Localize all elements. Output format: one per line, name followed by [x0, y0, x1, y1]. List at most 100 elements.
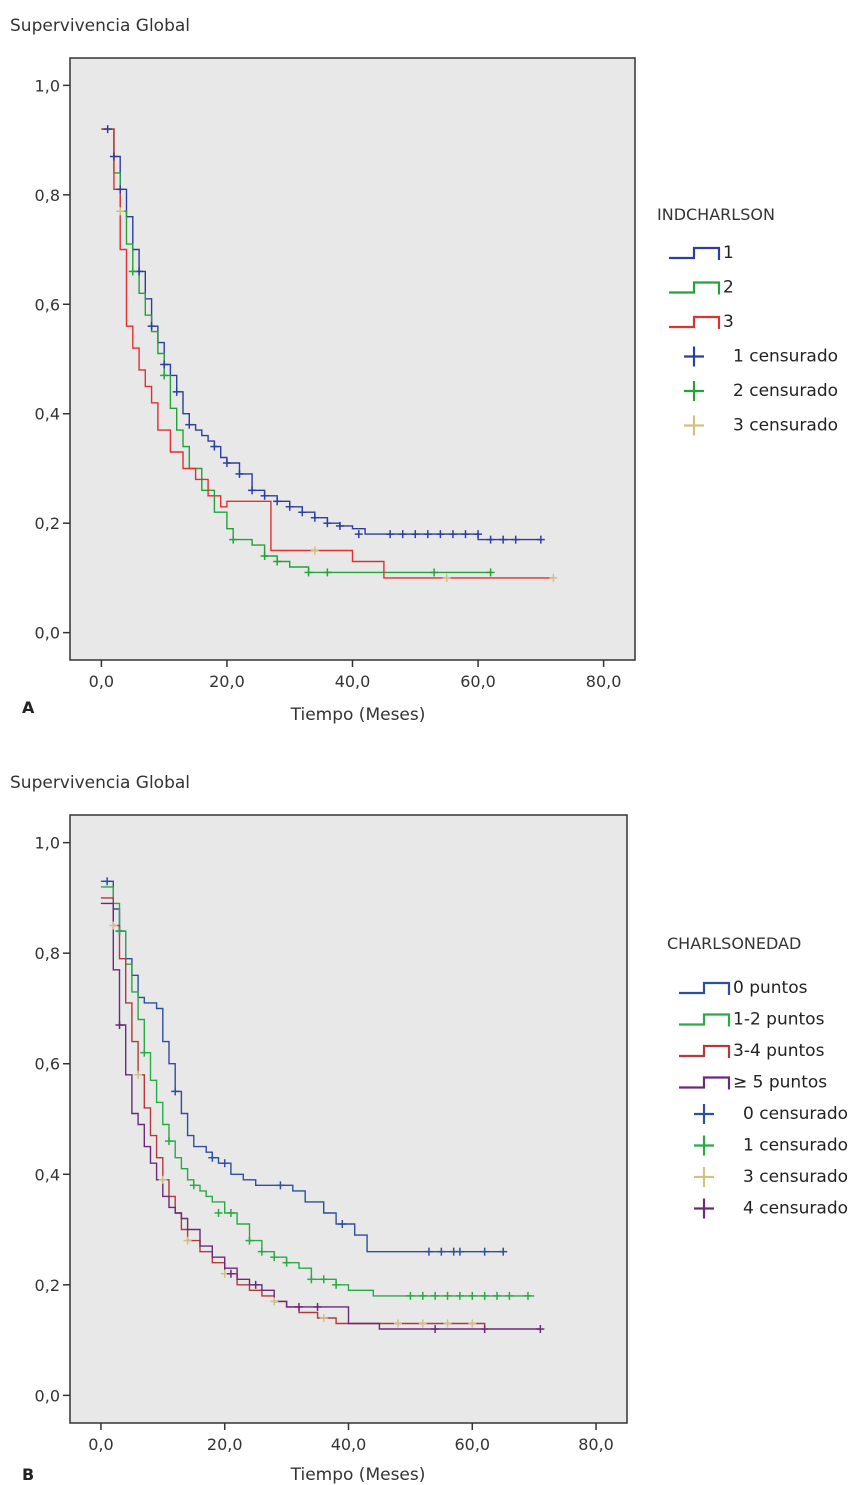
legend-item: 2 censurado — [684, 381, 838, 401]
censor-mark — [423, 530, 432, 539]
x-tick-label: 80,0 — [586, 672, 622, 691]
panel-a-plot-area — [69, 57, 636, 661]
y-tick-label: 0,8 — [35, 186, 60, 205]
censor-mark — [115, 1021, 124, 1030]
censor-mark — [424, 1247, 433, 1256]
censor-mark — [270, 1253, 279, 1262]
panel-b-letter: B — [22, 1465, 34, 1484]
censor-mark — [222, 458, 231, 467]
censor-mark — [307, 1275, 316, 1284]
censor-mark — [480, 1291, 489, 1300]
censor-mark — [285, 502, 294, 511]
survival-curve-2 — [101, 128, 491, 574]
censor-mark — [386, 530, 395, 539]
censor-mark — [185, 420, 194, 429]
panel-b-plot-area — [69, 814, 628, 1424]
panel-b-xlabel: Tiempo (Meses) — [290, 1465, 426, 1485]
censor-mark — [134, 1070, 143, 1079]
censor-mark — [210, 442, 219, 451]
censor-mark — [282, 1258, 291, 1267]
censor-mark — [431, 1325, 440, 1334]
censor-mark — [160, 360, 169, 369]
censor-mark — [257, 1247, 266, 1256]
legend-item: 3-4 puntos — [679, 1041, 825, 1061]
legend-item: ≥ 5 puntos — [679, 1073, 827, 1093]
legend-label: 1-2 puntos — [733, 1010, 825, 1030]
survival-curve-4 — [100, 902, 541, 1330]
x-tick-label: 0,0 — [88, 1435, 113, 1454]
legend-item: 1 — [669, 243, 734, 263]
censor-mark — [436, 530, 445, 539]
y-tick-label: 0,4 — [35, 405, 60, 424]
censor-mark — [455, 1291, 464, 1300]
censor-mark — [332, 1280, 341, 1289]
censor-mark — [248, 486, 257, 495]
panel-b-censor-marks — [103, 877, 545, 1334]
legend-item: 3 censurado — [684, 415, 838, 436]
legend-label: 1 — [723, 243, 734, 263]
censor-mark — [116, 185, 125, 194]
censor-mark — [183, 1236, 192, 1245]
legend-item: 1 censurado — [684, 346, 838, 367]
x-tick-label: 60,0 — [460, 672, 496, 691]
censor-mark — [461, 530, 470, 539]
censor-mark — [493, 1291, 502, 1300]
censor-mark — [313, 1302, 322, 1311]
legend-item: 3 — [669, 312, 734, 332]
censor-mark — [443, 1291, 452, 1300]
censor-mark — [260, 552, 269, 561]
legend-item: 1-2 puntos — [679, 1010, 825, 1030]
censor-mark — [319, 1275, 328, 1284]
censor-mark — [304, 568, 313, 577]
panel-a-ticks: 0,0 0,2 0,4 0,6 0,8 1,0 0,0 20,0 40,0 60,0 80,0 — [35, 76, 622, 691]
legend-title: INDCHARLSON — [657, 205, 775, 224]
legend-label: ≥ 5 puntos — [733, 1073, 827, 1093]
censor-mark — [140, 1048, 149, 1057]
panel-a-letter: A — [22, 698, 35, 717]
censor-mark — [165, 1137, 174, 1146]
censor-mark — [251, 1280, 260, 1289]
y-tick-label: 0,8 — [35, 944, 60, 963]
censor-mark — [189, 1181, 198, 1190]
censor-mark — [468, 1319, 477, 1328]
survival-curve-1 — [100, 880, 504, 1253]
censor-mark — [335, 521, 344, 530]
censor-mark — [523, 1291, 532, 1300]
panel-b-ticks: 0,0 0,2 0,4 0,6 0,8 1,0 0,0 20,0 40,0 60,0 80,0 — [35, 834, 614, 1454]
legend-item: 3 censurado — [694, 1167, 848, 1187]
censor-mark — [298, 508, 307, 517]
censor-mark — [294, 1302, 303, 1311]
x-tick-label: 40,0 — [335, 672, 371, 691]
censor-mark — [398, 530, 407, 539]
legend-label: 1 censurado — [733, 347, 838, 367]
y-tick-label: 0,0 — [35, 624, 60, 643]
censor-mark — [220, 1159, 229, 1168]
censor-mark — [115, 927, 124, 936]
censor-mark — [226, 1208, 235, 1217]
legend-label: 3 censurado — [733, 416, 838, 436]
censor-mark — [418, 1291, 427, 1300]
legend-label: 3 censurado — [743, 1167, 848, 1187]
y-tick-label: 1,0 — [35, 834, 60, 853]
censor-mark — [431, 1291, 440, 1300]
legend-item: 0 censurado — [694, 1104, 848, 1124]
censor-mark — [411, 530, 420, 539]
censor-mark — [406, 1291, 415, 1300]
legend-item: 4 censurado — [694, 1198, 848, 1219]
censor-mark — [310, 546, 319, 555]
legend-item: 1 censurado — [694, 1135, 848, 1156]
legend-item: 2 — [669, 278, 734, 298]
legend-label: 0 censurado — [743, 1104, 848, 1124]
censor-mark — [160, 371, 169, 380]
survival-curve-3 — [101, 128, 554, 579]
censor-mark — [208, 1153, 217, 1162]
censor-mark — [128, 267, 137, 276]
censor-mark — [245, 1236, 254, 1245]
censor-mark — [536, 535, 545, 544]
censor-mark — [549, 573, 558, 582]
legend-label: 3 — [723, 312, 734, 332]
censor-mark — [109, 152, 118, 161]
x-tick-label: 20,0 — [209, 672, 245, 691]
censor-mark — [505, 1291, 514, 1300]
